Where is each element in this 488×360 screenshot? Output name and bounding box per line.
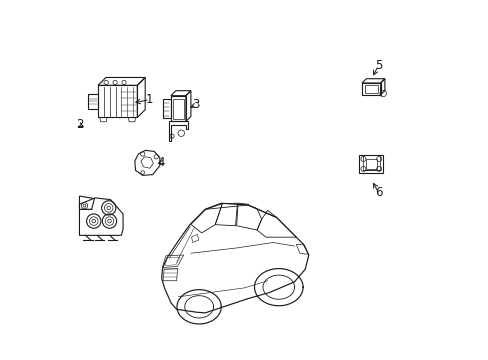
Text: 1: 1 [146, 93, 153, 106]
Text: 2: 2 [76, 118, 83, 131]
Text: 3: 3 [192, 99, 200, 112]
Text: 5: 5 [374, 59, 381, 72]
Text: 4: 4 [158, 156, 165, 169]
Text: 6: 6 [374, 186, 382, 199]
